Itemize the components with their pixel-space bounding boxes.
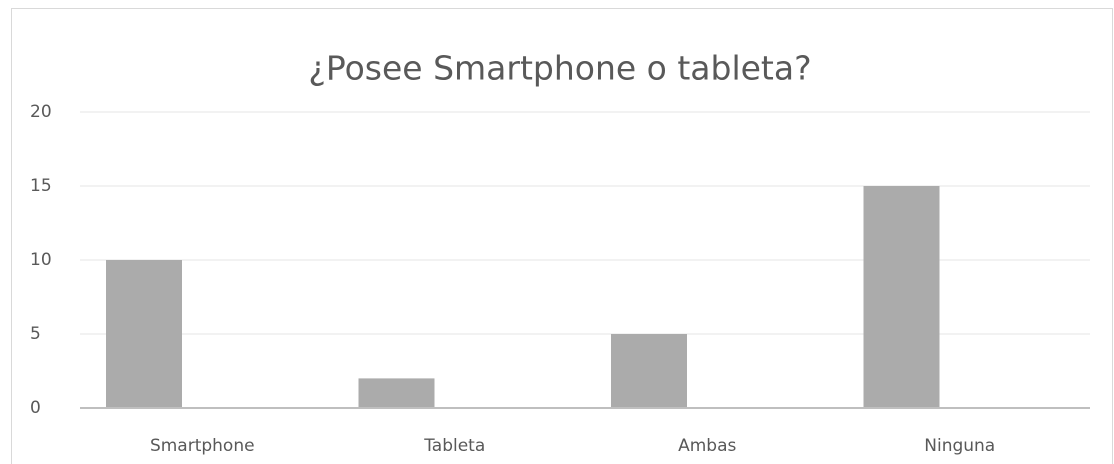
bar	[358, 378, 435, 408]
bar	[863, 186, 940, 408]
y-tick-label: 0	[30, 398, 41, 418]
y-tick-label: 10	[30, 250, 52, 270]
y-tick-label: 20	[30, 102, 52, 122]
bar	[106, 260, 182, 408]
y-tick-label: 5	[30, 324, 41, 344]
chart-title: ¿Posee Smartphone o tableta?	[308, 49, 811, 88]
x-tick-label: Ambas	[678, 436, 736, 456]
y-tick-label: 15	[30, 176, 52, 196]
bar	[611, 334, 687, 408]
x-tick-label: Tableta	[423, 436, 485, 456]
x-tick-label: Ninguna	[924, 436, 995, 456]
x-tick-label: Smartphone	[150, 436, 255, 456]
